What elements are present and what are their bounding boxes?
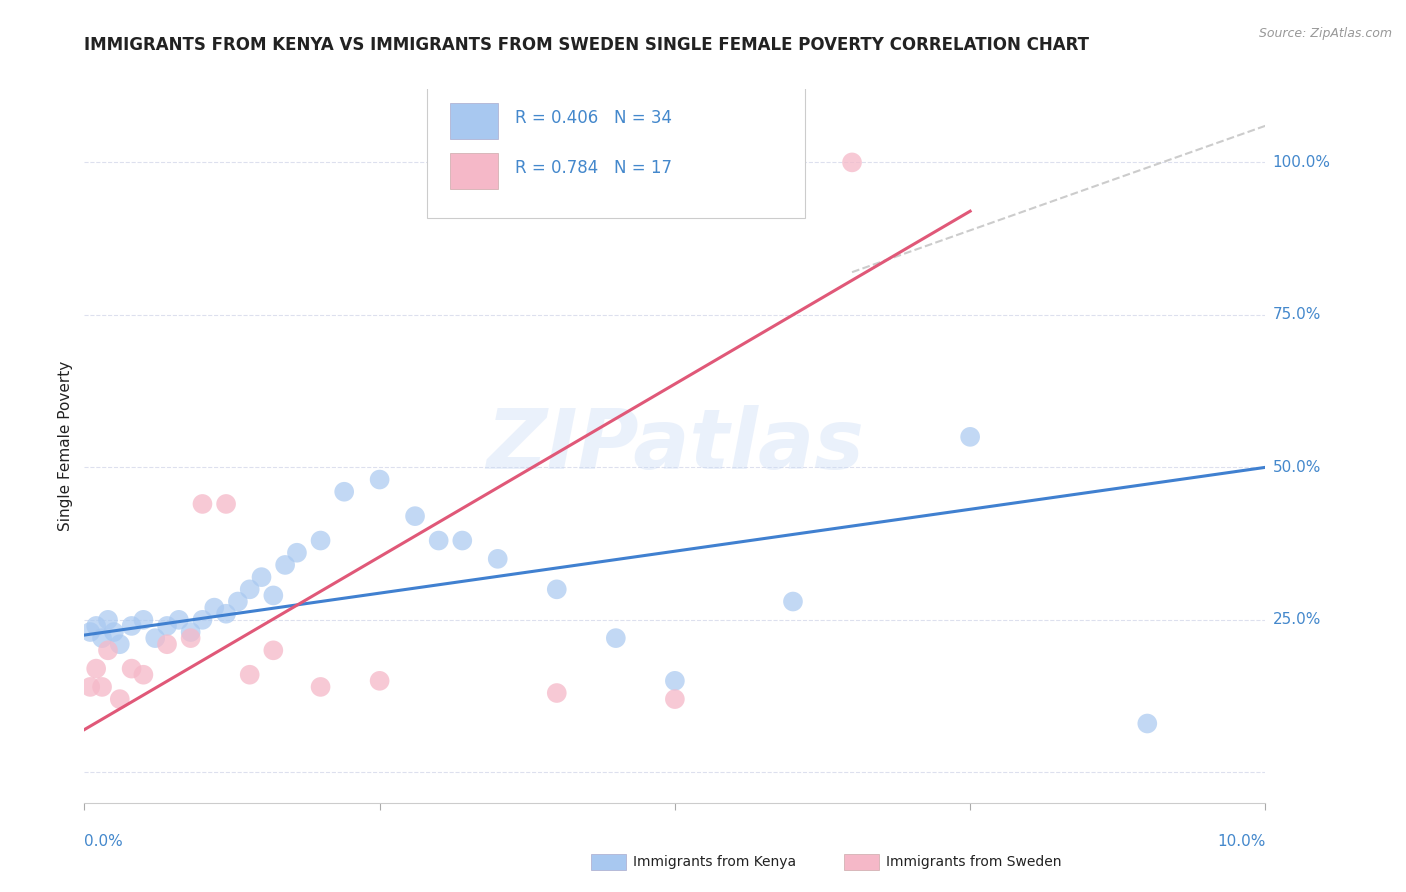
- Point: [427, 533, 450, 548]
- Point: [132, 667, 155, 681]
- Point: [121, 619, 143, 633]
- Text: Source: ZipAtlas.com: Source: ZipAtlas.com: [1258, 27, 1392, 40]
- FancyBboxPatch shape: [450, 153, 498, 189]
- Point: [664, 692, 686, 706]
- Point: [368, 673, 391, 688]
- Point: [239, 667, 262, 681]
- Point: [91, 680, 114, 694]
- Point: [605, 631, 627, 645]
- Point: [84, 619, 107, 633]
- Point: [91, 631, 114, 645]
- Point: [262, 589, 284, 603]
- Point: [841, 155, 863, 169]
- Point: [97, 643, 120, 657]
- Point: [333, 484, 356, 499]
- Point: [156, 619, 179, 633]
- Point: [451, 533, 474, 548]
- Point: [215, 497, 238, 511]
- Point: [546, 686, 568, 700]
- Point: [79, 680, 101, 694]
- Point: [664, 673, 686, 688]
- Point: [239, 582, 262, 597]
- Point: [404, 509, 426, 524]
- Point: [180, 625, 202, 640]
- Point: [274, 558, 297, 572]
- FancyBboxPatch shape: [427, 82, 804, 218]
- Point: [121, 662, 143, 676]
- Y-axis label: Single Female Poverty: Single Female Poverty: [58, 361, 73, 531]
- Text: ZIPatlas: ZIPatlas: [486, 406, 863, 486]
- Point: [191, 497, 214, 511]
- Point: [250, 570, 273, 584]
- Text: 100.0%: 100.0%: [1272, 155, 1330, 169]
- Text: 0.0%: 0.0%: [84, 834, 124, 849]
- Text: R = 0.406   N = 34: R = 0.406 N = 34: [516, 109, 672, 127]
- Text: R = 0.784   N = 17: R = 0.784 N = 17: [516, 159, 672, 177]
- Point: [84, 662, 107, 676]
- Text: 10.0%: 10.0%: [1218, 834, 1265, 849]
- Point: [97, 613, 120, 627]
- Point: [132, 613, 155, 627]
- Text: 50.0%: 50.0%: [1272, 460, 1320, 475]
- Point: [309, 533, 332, 548]
- Point: [959, 430, 981, 444]
- Point: [103, 625, 125, 640]
- Point: [782, 594, 804, 608]
- Point: [368, 473, 391, 487]
- Point: [180, 631, 202, 645]
- Text: IMMIGRANTS FROM KENYA VS IMMIGRANTS FROM SWEDEN SINGLE FEMALE POVERTY CORRELATIO: IMMIGRANTS FROM KENYA VS IMMIGRANTS FROM…: [84, 36, 1090, 54]
- Point: [156, 637, 179, 651]
- FancyBboxPatch shape: [450, 103, 498, 139]
- Point: [202, 600, 225, 615]
- Point: [191, 613, 214, 627]
- Text: 25.0%: 25.0%: [1272, 612, 1320, 627]
- Point: [79, 625, 101, 640]
- Point: [167, 613, 190, 627]
- Point: [546, 582, 568, 597]
- Point: [226, 594, 249, 608]
- Point: [1136, 716, 1159, 731]
- Point: [486, 551, 509, 566]
- Point: [108, 637, 131, 651]
- Point: [143, 631, 166, 645]
- Text: Immigrants from Sweden: Immigrants from Sweden: [886, 855, 1062, 869]
- Text: 75.0%: 75.0%: [1272, 308, 1320, 322]
- Point: [309, 680, 332, 694]
- Point: [215, 607, 238, 621]
- Text: Immigrants from Kenya: Immigrants from Kenya: [633, 855, 796, 869]
- Point: [108, 692, 131, 706]
- Point: [285, 546, 308, 560]
- Point: [262, 643, 284, 657]
